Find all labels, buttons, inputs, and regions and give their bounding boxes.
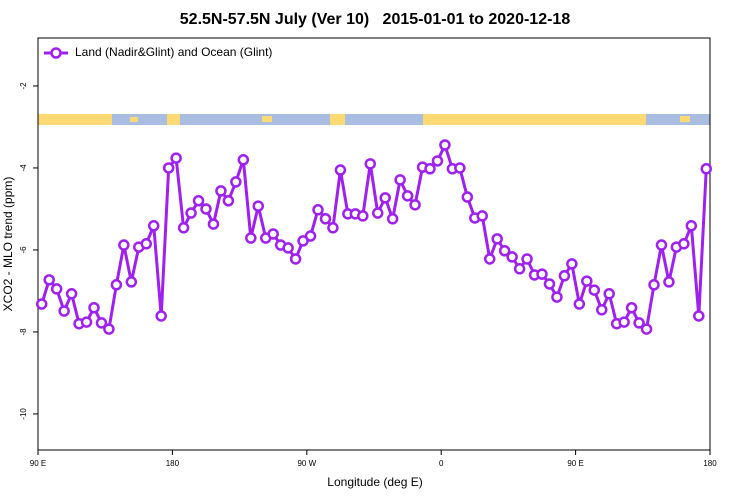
data-point xyxy=(327,222,339,234)
legend-marker xyxy=(50,47,62,59)
data-point xyxy=(215,185,227,197)
chart-title: 52.5N-57.5N July (Ver 10) 2015-01-01 to … xyxy=(180,11,571,28)
data-point xyxy=(513,263,526,275)
data-point xyxy=(282,242,294,254)
data-point xyxy=(140,238,153,250)
data-point xyxy=(147,220,160,232)
data-point xyxy=(80,316,93,328)
data-point xyxy=(200,203,212,215)
x-tick-label: 180 xyxy=(703,459,717,468)
data-point xyxy=(506,251,518,263)
land-ocean-strip xyxy=(38,114,710,125)
data-point xyxy=(685,220,698,232)
y-tick-label: -4 xyxy=(19,164,28,172)
x-tick-label: 0 xyxy=(439,459,444,468)
data-point xyxy=(58,305,70,317)
data-point xyxy=(185,207,197,219)
data-point xyxy=(379,192,391,204)
data-point xyxy=(319,213,332,225)
data-point xyxy=(543,278,556,290)
data-point xyxy=(334,164,347,176)
y-axis-label: XCO2 - MLO trend (ppm) xyxy=(1,177,15,312)
data-point xyxy=(103,323,115,335)
data-point xyxy=(409,199,421,211)
data-point xyxy=(454,162,466,174)
data-point xyxy=(655,239,668,251)
data-point xyxy=(289,253,302,265)
data-point xyxy=(110,279,123,291)
y-tick-label: -10 xyxy=(19,408,28,420)
y-tick-label: -2 xyxy=(19,82,28,90)
data-point xyxy=(483,253,496,265)
data-point xyxy=(170,152,182,164)
data-point xyxy=(551,291,563,303)
data-point xyxy=(476,210,489,222)
data-point xyxy=(230,176,242,188)
data-point xyxy=(693,310,705,322)
data-point xyxy=(222,195,235,207)
data-point xyxy=(640,323,653,335)
y-tick-label: -8 xyxy=(19,328,28,336)
data-point xyxy=(581,275,593,287)
data-point xyxy=(394,174,406,186)
x-axis-label: Longitude (deg E) xyxy=(327,475,422,489)
data-point xyxy=(603,288,615,300)
data-point xyxy=(162,162,175,174)
x-tick-label: 180 xyxy=(166,459,180,468)
data-point xyxy=(700,163,713,175)
data-point xyxy=(588,284,601,296)
data-point xyxy=(558,270,571,282)
data-point xyxy=(88,301,100,314)
data-point xyxy=(267,228,279,240)
data-point xyxy=(252,200,265,212)
data-point xyxy=(177,222,190,234)
data-point xyxy=(304,230,317,242)
data-point xyxy=(424,163,436,175)
data-point xyxy=(431,155,444,167)
data-point xyxy=(566,258,578,270)
data-point xyxy=(35,298,48,310)
data-point xyxy=(461,191,474,203)
data-point xyxy=(65,288,78,300)
y-tick-label: -6 xyxy=(19,246,28,254)
data-point xyxy=(95,317,108,329)
data-point xyxy=(118,239,130,251)
data-point xyxy=(648,279,660,291)
data-point xyxy=(595,304,608,316)
data-point xyxy=(491,233,503,245)
x-tick-label: 90 E xyxy=(567,459,583,468)
data-point xyxy=(371,207,384,219)
data-point xyxy=(207,218,220,230)
data-point xyxy=(43,274,55,286)
data-point xyxy=(237,154,250,166)
data-point xyxy=(439,139,451,151)
plot-frame xyxy=(37,37,711,451)
data-point xyxy=(245,232,257,244)
data-point xyxy=(521,253,533,265)
legend-label: Land (Nadir&Glint) and Ocean (Glint) xyxy=(75,45,272,59)
x-tick-label: 90 E xyxy=(30,459,46,468)
data-point xyxy=(625,301,638,314)
data-point xyxy=(192,195,205,207)
data-point xyxy=(678,238,690,250)
data-point xyxy=(50,283,63,295)
data-point xyxy=(618,316,630,328)
data-point xyxy=(125,276,138,288)
data-point xyxy=(401,190,414,202)
data-point xyxy=(536,268,548,280)
data-point xyxy=(312,204,324,216)
series-line xyxy=(40,140,708,332)
data-point xyxy=(386,213,399,225)
data-point xyxy=(364,158,377,170)
data-point xyxy=(573,298,586,310)
data-point xyxy=(663,276,675,288)
data-point xyxy=(357,210,369,222)
data-point xyxy=(155,310,167,322)
data-point xyxy=(633,317,645,329)
x-tick-label: 90 W xyxy=(297,459,316,468)
data-point xyxy=(498,245,511,257)
